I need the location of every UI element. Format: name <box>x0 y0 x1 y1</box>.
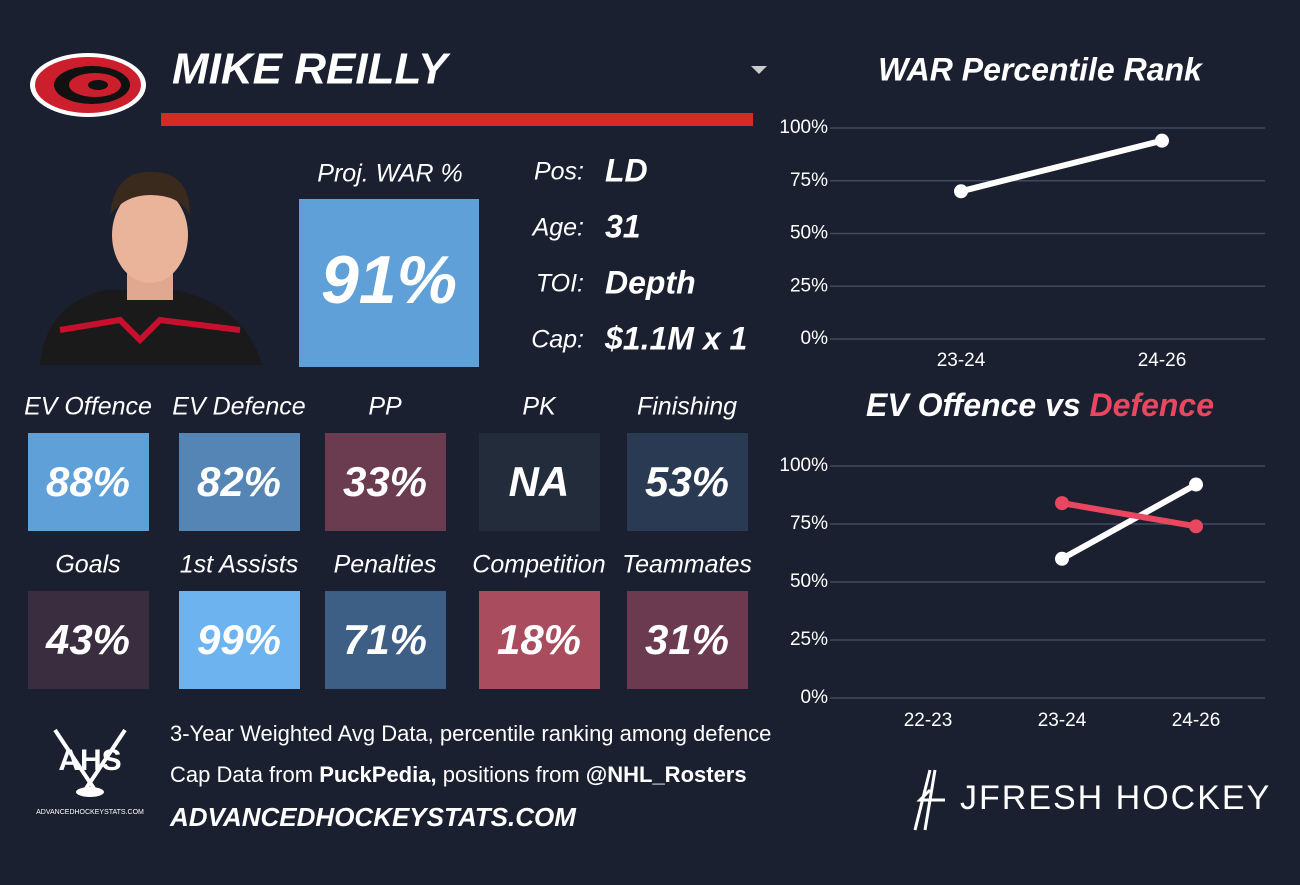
tile <box>28 591 149 689</box>
tile <box>325 591 446 689</box>
proj-label: Proj. WAR % <box>317 160 462 188</box>
ahs-small: ADVANCEDHOCKEYSTATS.COM <box>36 809 144 816</box>
tile-value: 82% <box>197 458 281 505</box>
bio-label: TOI: <box>536 270 584 298</box>
x-tick-label: 23-24 <box>1038 710 1087 731</box>
tile <box>179 591 300 689</box>
y-tick-label: 50% <box>790 571 828 592</box>
footer-text: Cap Data from <box>170 762 313 787</box>
tile-value: 53% <box>645 458 729 505</box>
proj-box <box>299 199 479 367</box>
tile-value: 43% <box>45 616 130 663</box>
tiles: EV Offence 88% EV Defence 82% PP 33% PK NA Finis… <box>24 393 752 689</box>
series-line <box>1061 500 1197 530</box>
footer-line2: Cap Data from PuckPedia, positions from … <box>170 762 747 787</box>
player-photo <box>40 171 262 365</box>
tile-value: 88% <box>46 458 130 505</box>
y-tick-label: 0% <box>801 687 829 708</box>
point <box>1155 133 1169 148</box>
point <box>954 184 968 199</box>
bio-label: Cap: <box>531 326 584 354</box>
brand-logo <box>913 769 945 831</box>
tile <box>479 433 600 531</box>
y-tick-label: 50% <box>790 223 828 244</box>
title-part: Defence <box>1090 387 1215 423</box>
tile-label: Penalties <box>334 551 437 579</box>
tile-value: 31% <box>645 616 729 663</box>
x-tick-label: 24-26 <box>1138 350 1187 371</box>
ahs-logo: AHS ADVANCEDHOCKEYSTATS.COM <box>36 728 144 816</box>
y-tick-label: 75% <box>790 170 828 191</box>
footer-line1: 3-Year Weighted Avg Data, percentile ran… <box>170 721 771 746</box>
tile <box>325 433 446 531</box>
tile-label: Finishing <box>637 393 737 421</box>
point <box>1055 496 1069 511</box>
series-line <box>1060 481 1198 562</box>
title-part: vs <box>1045 387 1081 423</box>
y-tick-label: 75% <box>790 513 828 534</box>
ahs-text: AHS <box>58 744 121 777</box>
proj-value: 91% <box>321 242 457 318</box>
tile-label: EV Offence <box>24 393 152 421</box>
tile-value: NA <box>509 458 570 505</box>
y-tick-label: 25% <box>790 629 828 650</box>
tile-label: Competition <box>472 551 605 579</box>
bio-label: Pos: <box>534 158 584 186</box>
tile-value: 18% <box>497 616 581 663</box>
y-tick-label: 0% <box>801 328 829 349</box>
name-underline <box>161 113 753 126</box>
bio-label: Age: <box>531 214 584 242</box>
title-part: EV Offence <box>866 387 1036 423</box>
x-tick-label: 23-24 <box>937 350 986 371</box>
tile <box>179 433 300 531</box>
tile-value: 99% <box>197 616 281 663</box>
bio-value: 31 <box>605 208 641 244</box>
footer-text: positions from <box>443 762 580 787</box>
tile-value: 33% <box>343 458 427 505</box>
tile-label: Teammates <box>622 551 752 579</box>
y-tick-label: 100% <box>779 455 828 476</box>
x-tick-label: 24-26 <box>1172 710 1221 731</box>
tile-label: EV Defence <box>172 393 305 421</box>
series-line <box>960 137 1163 195</box>
tile <box>479 591 600 689</box>
footer-link: @NHL_Rosters <box>586 762 747 787</box>
point <box>1189 477 1203 492</box>
footer-site: ADVANCEDHOCKEYSTATS.COM <box>169 802 577 832</box>
tile <box>28 433 149 531</box>
tile-value: 71% <box>343 616 427 663</box>
bio: Pos: LD Age: 31 TOI: Depth Cap: $1.1M x 1 <box>531 152 748 356</box>
tile-label: Goals <box>55 551 120 579</box>
bio-value: $1.1M x 1 <box>604 320 747 356</box>
bio-value: Depth <box>605 264 696 300</box>
point <box>1189 519 1203 534</box>
brand: JFRESH HOCKEY <box>960 779 1271 817</box>
tile-label: 1st Assists <box>180 551 299 579</box>
tile-label: PK <box>522 393 557 421</box>
y-tick-label: 25% <box>790 275 828 296</box>
tile <box>627 433 748 531</box>
team-logo <box>30 53 146 117</box>
tile <box>627 591 748 689</box>
footer-link: PuckPedia, <box>319 762 436 787</box>
x-tick-label: 22-23 <box>904 710 953 731</box>
tile-label: PP <box>368 393 402 421</box>
point <box>1055 551 1069 566</box>
chart-title: EV Offence vs Defence <box>866 387 1214 423</box>
y-tick-label: 100% <box>779 117 828 138</box>
dropdown[interactable] <box>751 66 767 74</box>
chart-title: WAR Percentile Rank <box>878 51 1204 87</box>
bio-value: LD <box>605 152 648 188</box>
player-name: MIKE REILLY <box>172 45 451 94</box>
